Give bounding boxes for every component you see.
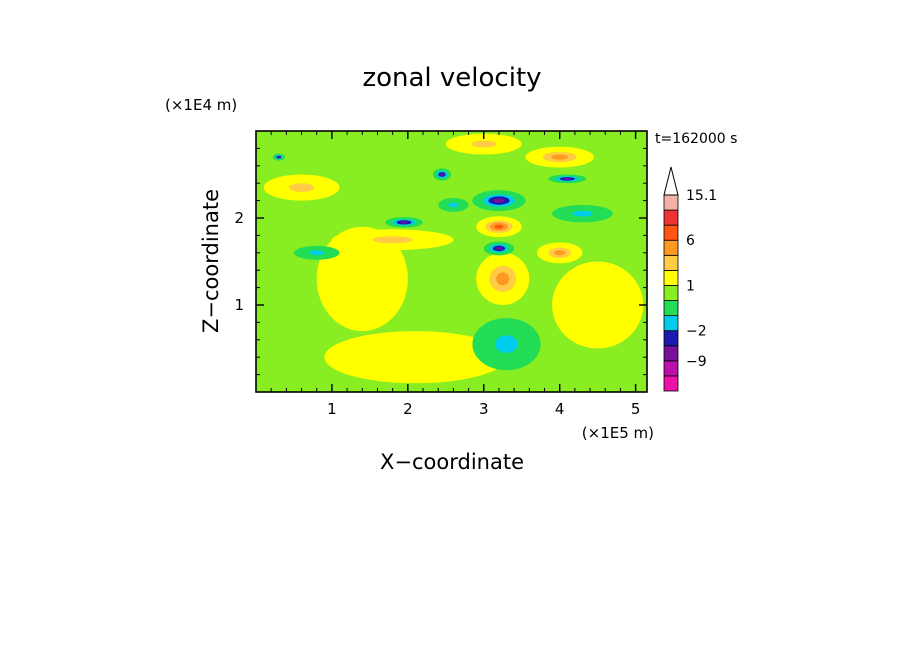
contour-band <box>471 140 497 148</box>
colorbar-swatch <box>663 239 679 256</box>
chart-title: zonal velocity <box>362 63 541 93</box>
colorbar-label: 15.1 <box>686 188 717 204</box>
colorbar-swatch <box>663 209 679 226</box>
colorbar-swatch <box>663 315 679 332</box>
colorbar-swatch <box>663 254 679 271</box>
contour-band <box>440 173 444 176</box>
colorbar-swatch <box>663 224 679 241</box>
colorbar-swatch <box>663 300 679 317</box>
contour-band <box>277 156 280 158</box>
colorbar-swatch <box>663 360 679 377</box>
colorbar-swatch <box>663 330 679 347</box>
contour-band <box>495 247 502 250</box>
y-axis-label: Z−coordinate <box>199 189 223 333</box>
x-axis: 1 2 3 4 5 <box>270 131 641 418</box>
y-tick-label: 2 <box>234 209 244 227</box>
colorbar-swatch <box>663 375 679 392</box>
x-tick-label: 4 <box>555 400 565 418</box>
y-axis: 12 <box>234 147 647 376</box>
contour-band <box>324 331 507 384</box>
x-tick-label: 2 <box>403 400 413 418</box>
contour-band <box>552 261 644 349</box>
y-scale-label: (×1E4 m) <box>165 96 237 114</box>
colorbar-extend-max <box>663 166 679 196</box>
colorbar-swatch <box>663 269 679 286</box>
x-tick-label: 1 <box>327 400 337 418</box>
contour-band <box>572 210 593 217</box>
y-tick-label: 1 <box>234 296 244 314</box>
contour-band <box>494 224 504 229</box>
colorbar-label: −2 <box>686 324 707 340</box>
contour-band <box>448 202 459 208</box>
x-tick-label: 3 <box>479 400 489 418</box>
contour-band <box>551 154 569 160</box>
contour-band <box>553 250 566 256</box>
time-label: t=162000 s <box>655 131 737 147</box>
colorbar-swatch <box>663 194 679 211</box>
x-axis-label: X−coordinate <box>380 450 524 474</box>
x-scale-label: (×1E5 m) <box>582 424 654 442</box>
colorbar-swatch <box>663 285 679 301</box>
plot-frame <box>255 130 648 393</box>
contour-band <box>496 272 510 286</box>
contour-field <box>256 131 647 392</box>
contour-band <box>563 177 572 180</box>
colorbar-label: 6 <box>686 233 695 249</box>
contour-band <box>493 198 505 203</box>
colorbar-swatch <box>663 345 679 362</box>
contour-band <box>316 226 408 332</box>
colorbar-label: 1 <box>686 278 695 294</box>
contour-band <box>372 236 413 244</box>
contour-band <box>309 250 325 256</box>
colorbar: 15.1 6 1 −2 −9 <box>663 166 717 392</box>
x-tick-label: 5 <box>631 400 641 418</box>
contour-band <box>400 221 408 224</box>
colorbar-label: −9 <box>686 354 707 370</box>
contour-band <box>288 183 315 192</box>
contour-band <box>495 335 518 353</box>
